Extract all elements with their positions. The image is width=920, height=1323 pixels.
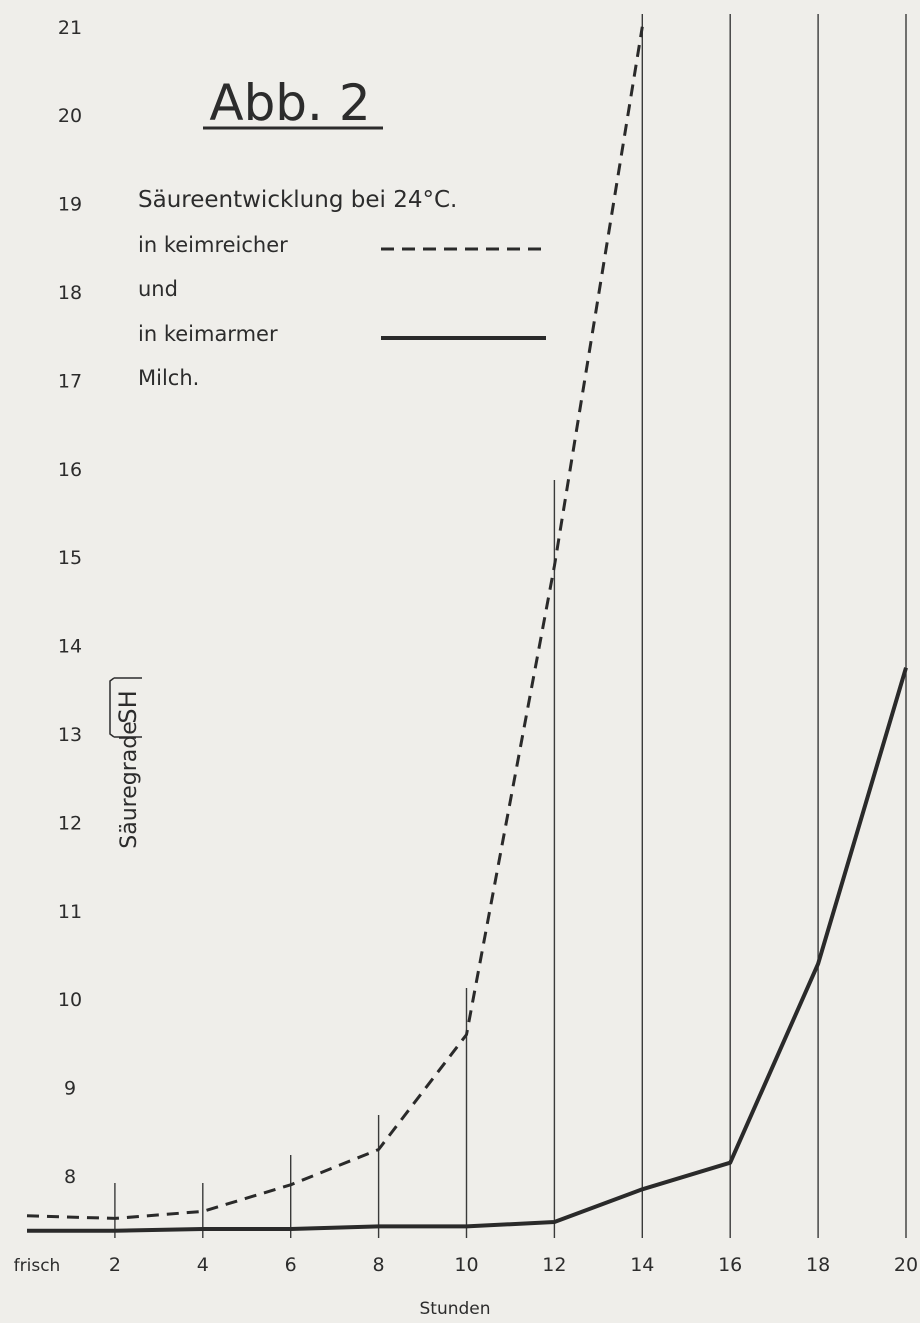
y-tick-label-12: 12 xyxy=(58,812,82,834)
x-tick-label-20: 20 xyxy=(894,1254,918,1276)
x-axis-label: Stunden xyxy=(419,1299,490,1319)
y-tick-label-17: 17 xyxy=(58,370,82,392)
x-tick-marks xyxy=(114,14,907,1238)
x-tick-label-frisch: frisch xyxy=(14,1256,61,1276)
chart-title: Abb. 2 xyxy=(209,74,370,132)
x-tick-labels: frisch 2 4 6 8 10 12 14 16 18 20 xyxy=(14,1254,918,1276)
y-tick-label-15: 15 xyxy=(58,547,82,569)
x-tick-label-18: 18 xyxy=(806,1254,830,1276)
y-tick-label-19: 19 xyxy=(58,194,82,216)
x-tick-label-16: 16 xyxy=(718,1254,742,1276)
x-tick-label-10: 10 xyxy=(454,1254,478,1276)
series-layer xyxy=(26,26,908,1233)
y-tick-labels: 8 9 10 11 12 13 14 15 16 17 18 19 20 21 xyxy=(58,17,82,1188)
y-axis-label: Säuregrade xyxy=(117,721,142,848)
y-tick-label-20: 20 xyxy=(58,105,82,127)
legend-line-3: in keimarmer xyxy=(138,322,278,346)
series-line-solid xyxy=(27,667,908,1233)
y-tick-label-11: 11 xyxy=(58,901,82,923)
y-axis-unit-bracket xyxy=(109,677,142,738)
y-tick-label-18: 18 xyxy=(58,282,82,304)
series-line-dashed xyxy=(26,26,644,1220)
y-tick-label-14: 14 xyxy=(58,636,82,658)
y-tick-label-21: 21 xyxy=(58,17,82,39)
y-tick-label-16: 16 xyxy=(58,459,82,481)
y-axis-unit: SH xyxy=(114,690,142,723)
y-tick-label-8: 8 xyxy=(64,1166,76,1188)
legend-line-1: in keimreicher xyxy=(138,233,288,257)
x-tick-label-2: 2 xyxy=(109,1254,121,1276)
legend-line-2: und xyxy=(138,277,178,301)
x-tick-label-12: 12 xyxy=(542,1254,566,1276)
x-tick-label-8: 8 xyxy=(373,1254,385,1276)
legend-title: Säureentwicklung bei 24°C. xyxy=(138,187,457,213)
x-tick-label-4: 4 xyxy=(197,1254,209,1276)
y-tick-label-13: 13 xyxy=(58,724,82,746)
x-tick-label-14: 14 xyxy=(630,1254,654,1276)
y-tick-label-10: 10 xyxy=(58,989,82,1011)
x-tick-label-6: 6 xyxy=(285,1254,297,1276)
y-axis-unit-group: SH xyxy=(114,690,142,723)
legend-line-4: Milch. xyxy=(138,366,199,390)
y-tick-label-9: 9 xyxy=(64,1078,76,1100)
y-axis-label-group: Säuregrade xyxy=(117,721,142,848)
